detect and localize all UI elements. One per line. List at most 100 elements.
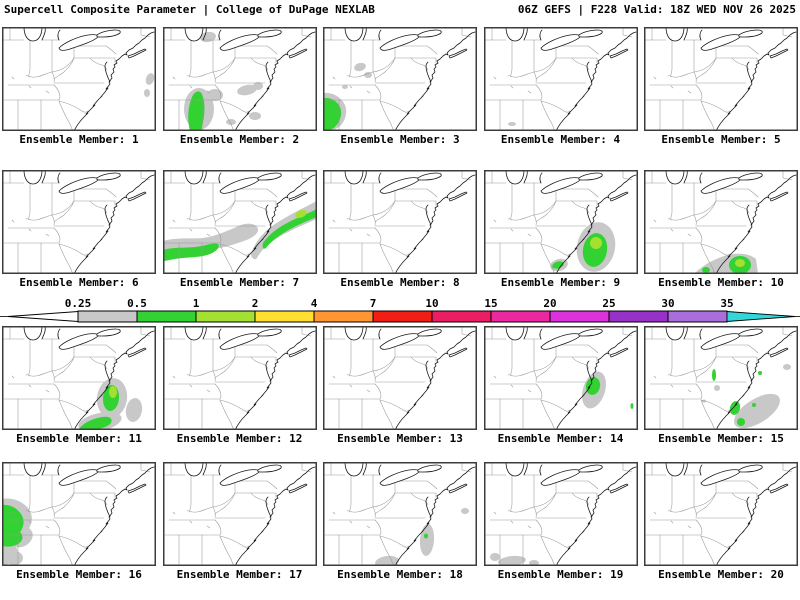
- scp-map[interactable]: [2, 27, 156, 131]
- scp-gray-fill: [354, 62, 366, 72]
- scp-fill-blobs: [162, 201, 317, 261]
- scp-gray-fill: [252, 82, 263, 90]
- colorbar-under-arrow: [7, 311, 79, 322]
- scp-gray-fill: [489, 553, 500, 561]
- scp-fill-blobs: [375, 508, 469, 566]
- ensemble-panel: Ensemble Member: 2: [162, 27, 317, 149]
- scp-map[interactable]: [162, 462, 317, 566]
- run-valid-label: 06Z GEFS | F228 Valid: 18Z WED NOV 26 20…: [517, 3, 796, 16]
- scp-map[interactable]: [644, 326, 798, 430]
- ensemble-panel: Ensemble Member: 4: [483, 27, 638, 149]
- ensemble-panel: Ensemble Member: 15: [644, 326, 798, 448]
- scp-map[interactable]: [323, 170, 477, 274]
- colorbar-segment: [431, 310, 492, 323]
- ensemble-panel: Ensemble Member: 5: [644, 27, 798, 149]
- scp-map[interactable]: [483, 170, 638, 274]
- colorbar-tick-label: 10: [425, 297, 438, 310]
- colorbar-segment: [490, 310, 551, 323]
- ensemble-member-label: Ensemble Member: 6: [19, 276, 139, 289]
- ensemble-member-label: Ensemble Member: 11: [16, 432, 142, 445]
- scp-map[interactable]: [2, 170, 156, 274]
- ensemble-panel: Ensemble Member: 8: [323, 170, 477, 292]
- ensemble-panel: Ensemble Member: 19: [483, 462, 638, 584]
- ensemble-panel: Ensemble Member: 1: [2, 27, 156, 149]
- ensemble-row-4: Ensemble Member: 16 Ensemble Member: 17 …: [0, 462, 800, 584]
- ensemble-member-label: Ensemble Member: 10: [658, 276, 784, 289]
- scp-green-fill: [630, 403, 633, 409]
- ensemble-panel: Ensemble Member: 7: [162, 170, 317, 292]
- ensemble-member-label: Ensemble Member: 17: [176, 568, 303, 581]
- ensemble-member-label: Ensemble Member: 1: [19, 133, 139, 146]
- colorbar-segment: [77, 310, 138, 323]
- ensemble-member-label: Ensemble Member: 5: [661, 133, 781, 146]
- ensemble-member-label: Ensemble Member: 18: [337, 568, 463, 581]
- ensemble-panel: Ensemble Member: 16: [2, 462, 156, 584]
- colorbar-tick-label: 25: [602, 297, 615, 310]
- ensemble-panel: Ensemble Member: 12: [162, 326, 317, 448]
- scp-map[interactable]: [483, 462, 638, 566]
- scp-green-fill: [729, 401, 741, 415]
- scp-lightgreen-fill: [735, 259, 745, 267]
- ensemble-panel: Ensemble Member: 17: [162, 462, 317, 584]
- colorbar-segment: [136, 310, 197, 323]
- scp-gray-fill: [461, 508, 469, 514]
- scp-fill-blobs: [78, 378, 143, 430]
- scp-map[interactable]: [483, 326, 638, 430]
- colorbar-segment: [608, 310, 669, 323]
- colorbar-segment: [313, 310, 374, 323]
- scp-fill-blobs: [489, 553, 539, 566]
- scp-fill-blobs: [581, 371, 633, 409]
- ensemble-member-label: Ensemble Member: 8: [340, 276, 460, 289]
- ensemble-panel: Ensemble Member: 13: [323, 326, 477, 448]
- scp-map[interactable]: [162, 170, 317, 274]
- scp-green-fill: [752, 403, 756, 407]
- scp-fill-blobs: [702, 364, 791, 429]
- scp-gray-fill: [236, 84, 257, 96]
- ensemble-member-label: Ensemble Member: 2: [179, 133, 300, 146]
- scp-map[interactable]: [483, 27, 638, 131]
- scp-map[interactable]: [2, 326, 156, 430]
- scp-map[interactable]: [323, 462, 477, 566]
- ensemble-member-label: Ensemble Member: 9: [500, 276, 621, 289]
- ensemble-member-label: Ensemble Member: 14: [497, 432, 624, 445]
- scp-map[interactable]: [162, 326, 317, 430]
- scp-gray-fill: [5, 551, 23, 565]
- scp-map[interactable]: [323, 326, 477, 430]
- colorbar-tick-label: 30: [661, 297, 674, 310]
- ensemble-row-3: Ensemble Member: 11 Ensemble Member: 12 …: [0, 326, 800, 448]
- scp-gray-fill: [497, 555, 526, 566]
- ensemble-panel: Ensemble Member: 20: [644, 462, 798, 584]
- colorbar-tick-label: 15: [484, 297, 497, 310]
- scp-map[interactable]: [644, 27, 798, 131]
- colorbar-segment: [372, 310, 433, 323]
- colorbar-tick-label: 2: [252, 297, 259, 310]
- colorbar-tick-label: 1: [193, 297, 200, 310]
- scp-gray-fill: [144, 89, 150, 97]
- scp-map[interactable]: [162, 27, 317, 131]
- ensemble-panel: Ensemble Member: 6: [2, 170, 156, 292]
- scp-green-fill: [162, 243, 219, 261]
- scp-fill-blobs: [183, 31, 263, 131]
- scp-green-fill: [424, 533, 428, 539]
- scp-lightgreen-fill: [109, 386, 117, 398]
- scp-lightgreen-fill: [294, 210, 307, 218]
- scp-map[interactable]: [2, 462, 156, 566]
- scp-gray-fill: [364, 72, 372, 78]
- scp-gray-fill: [206, 89, 223, 101]
- colorbar-segment: [549, 310, 610, 323]
- scp-green-fill: [551, 261, 564, 269]
- scp-fill-blobs: [323, 62, 372, 131]
- scp-map[interactable]: [323, 27, 477, 131]
- scp-fill-blobs: [549, 222, 615, 272]
- ensemble-member-label: Ensemble Member: 4: [500, 133, 621, 146]
- ensemble-member-label: Ensemble Member: 12: [176, 432, 303, 445]
- scp-gray-fill: [199, 31, 216, 43]
- scp-map[interactable]: [644, 462, 798, 566]
- scp-gray-fill: [734, 393, 780, 429]
- scp-map[interactable]: [644, 170, 798, 274]
- ensemble-member-label: Ensemble Member: 13: [337, 432, 463, 445]
- ensemble-member-label: Ensemble Member: 3: [340, 133, 460, 146]
- scp-green-fill: [78, 416, 112, 430]
- scp-gray-fill: [145, 73, 155, 85]
- scp-gray-fill: [248, 112, 261, 120]
